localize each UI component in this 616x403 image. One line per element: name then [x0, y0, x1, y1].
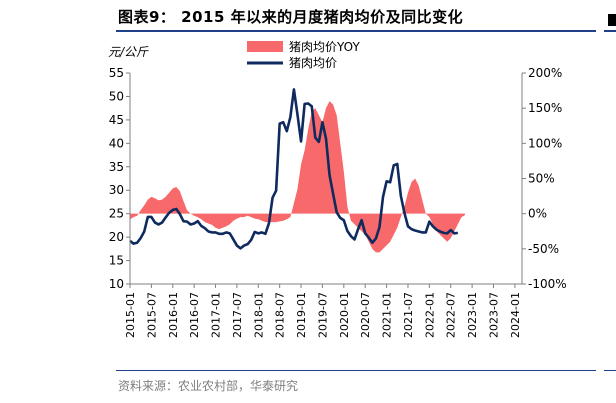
left-tick-label: 40	[109, 136, 124, 150]
right-tick-label: 100%	[528, 136, 562, 150]
x-tick-label: 2019-07	[316, 292, 329, 338]
x-tick-label: 2020-07	[359, 292, 372, 338]
plot-area	[129, 73, 523, 285]
x-tick-label: 2021-07	[402, 292, 415, 338]
x-tick-label: 2015-07	[145, 292, 158, 338]
legend-label-price: 猪肉均价	[289, 56, 337, 70]
left-tick-label: 50	[109, 89, 124, 103]
x-tick-label: 2016-01	[167, 292, 180, 338]
x-axis: 2015-01 2015-07 2016-01 2016-07 2017-01 2017-…	[124, 284, 522, 338]
x-tick-label: 2017-07	[231, 292, 244, 338]
x-tick-label: 2015-01	[124, 292, 137, 338]
left-tick-label: 10	[109, 277, 124, 291]
right-edge-mark	[608, 14, 616, 26]
right-edge-bottom-rule	[604, 370, 616, 371]
left-tick-label: 20	[109, 230, 124, 244]
right-tick-label: 0%	[528, 207, 547, 221]
right-tick-label: 200%	[528, 66, 562, 80]
left-tick-label: 45	[109, 113, 124, 127]
x-tick-label: 2023-01	[466, 292, 479, 338]
right-edge-rule	[604, 30, 616, 32]
legend-swatch-yoy	[247, 41, 283, 52]
left-tick-label: 15	[109, 254, 124, 268]
series-price-line	[129, 88, 459, 250]
right-axis: -100% -50% 0% 50% 100% 150% 200%	[522, 66, 567, 291]
x-tick-label: 2018-07	[274, 292, 287, 338]
x-tick-label: 2022-01	[423, 292, 436, 338]
left-tick-label: 30	[109, 183, 124, 197]
x-tick-label: 2017-01	[210, 292, 223, 338]
x-tick-label: 2020-01	[338, 292, 351, 338]
x-tick-label: 2021-01	[381, 292, 394, 338]
left-tick-label: 35	[109, 160, 124, 174]
title-rule	[116, 30, 596, 32]
x-tick-label: 2023-07	[487, 292, 500, 338]
figure-title: 图表9： 2015 年以来的月度猪肉均价及同比变化	[118, 8, 464, 26]
bottom-rule	[116, 370, 596, 371]
right-tick-label: -100%	[528, 277, 567, 291]
x-tick-label: 2019-01	[295, 292, 308, 338]
left-axis: 10 15 20 25 30 35 40 45 50 55	[109, 66, 130, 291]
left-tick-label: 25	[109, 207, 124, 221]
x-tick-label: 2022-07	[445, 292, 458, 338]
source-note: 资料来源：农业农村部，华泰研究	[118, 379, 299, 393]
x-tick-label: 2024-01	[509, 292, 522, 338]
right-tick-label: 50%	[528, 172, 555, 186]
x-tick-label: 2016-07	[188, 292, 201, 338]
legend-label-yoy: 猪肉均价YOY	[289, 40, 360, 54]
right-tick-label: -50%	[528, 242, 559, 256]
left-tick-label: 55	[109, 66, 124, 80]
legend: 猪肉均价YOY 猪肉均价	[247, 40, 360, 70]
x-tick-label: 2018-01	[252, 292, 265, 338]
right-tick-label: 150%	[528, 101, 562, 115]
left-unit-label: 元/公斤	[108, 45, 149, 59]
chart: 元/公斤 猪肉均价YOY 猪肉均价 10 15 20 25 30 35 40 45 50 55 -…	[108, 40, 567, 338]
